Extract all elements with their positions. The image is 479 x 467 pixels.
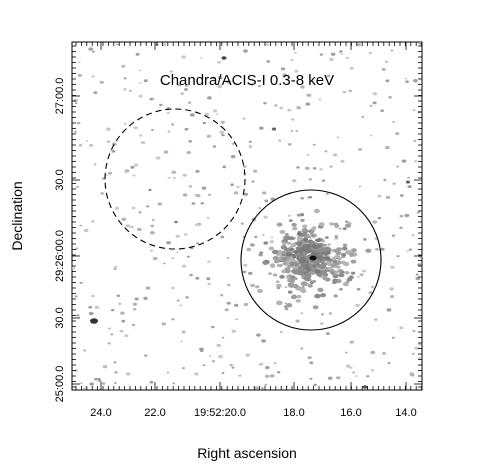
minor-ticks <box>72 42 423 390</box>
y-tick-label: 30.0 <box>54 307 66 328</box>
x-tick-labels: 24.0 22.0 19:52:20.0 18.0 16.0 14.0 <box>90 407 416 419</box>
y-tick-label: 25:00.0 <box>54 366 66 403</box>
y-tick-labels: 25:00.0 30.0 29:26:00.0 30.0 27:00.0 <box>54 78 66 403</box>
background-region <box>104 108 246 250</box>
x-axis-title: Right ascension <box>197 445 297 461</box>
x-tick-label: 24.0 <box>90 407 111 419</box>
source-region <box>240 189 382 331</box>
y-tick-label: 27:00.0 <box>54 78 66 115</box>
x-tick-label: 22.0 <box>144 407 165 419</box>
image-title: Chandra/ACIS-I 0.3-8 keV <box>160 72 334 89</box>
x-tick-label: 16.0 <box>340 407 361 419</box>
y-tick-label: 30.0 <box>54 169 66 190</box>
x-tick-label: 18.0 <box>283 407 304 419</box>
x-tick-label: 19:52:20.0 <box>194 407 246 419</box>
y-tick-label: 29:26:00.0 <box>54 230 66 282</box>
photon-counts <box>71 41 423 390</box>
y-axis-title: Declination <box>9 181 25 250</box>
image-frame <box>71 41 423 391</box>
x-tick-label: 14.0 <box>395 407 416 419</box>
